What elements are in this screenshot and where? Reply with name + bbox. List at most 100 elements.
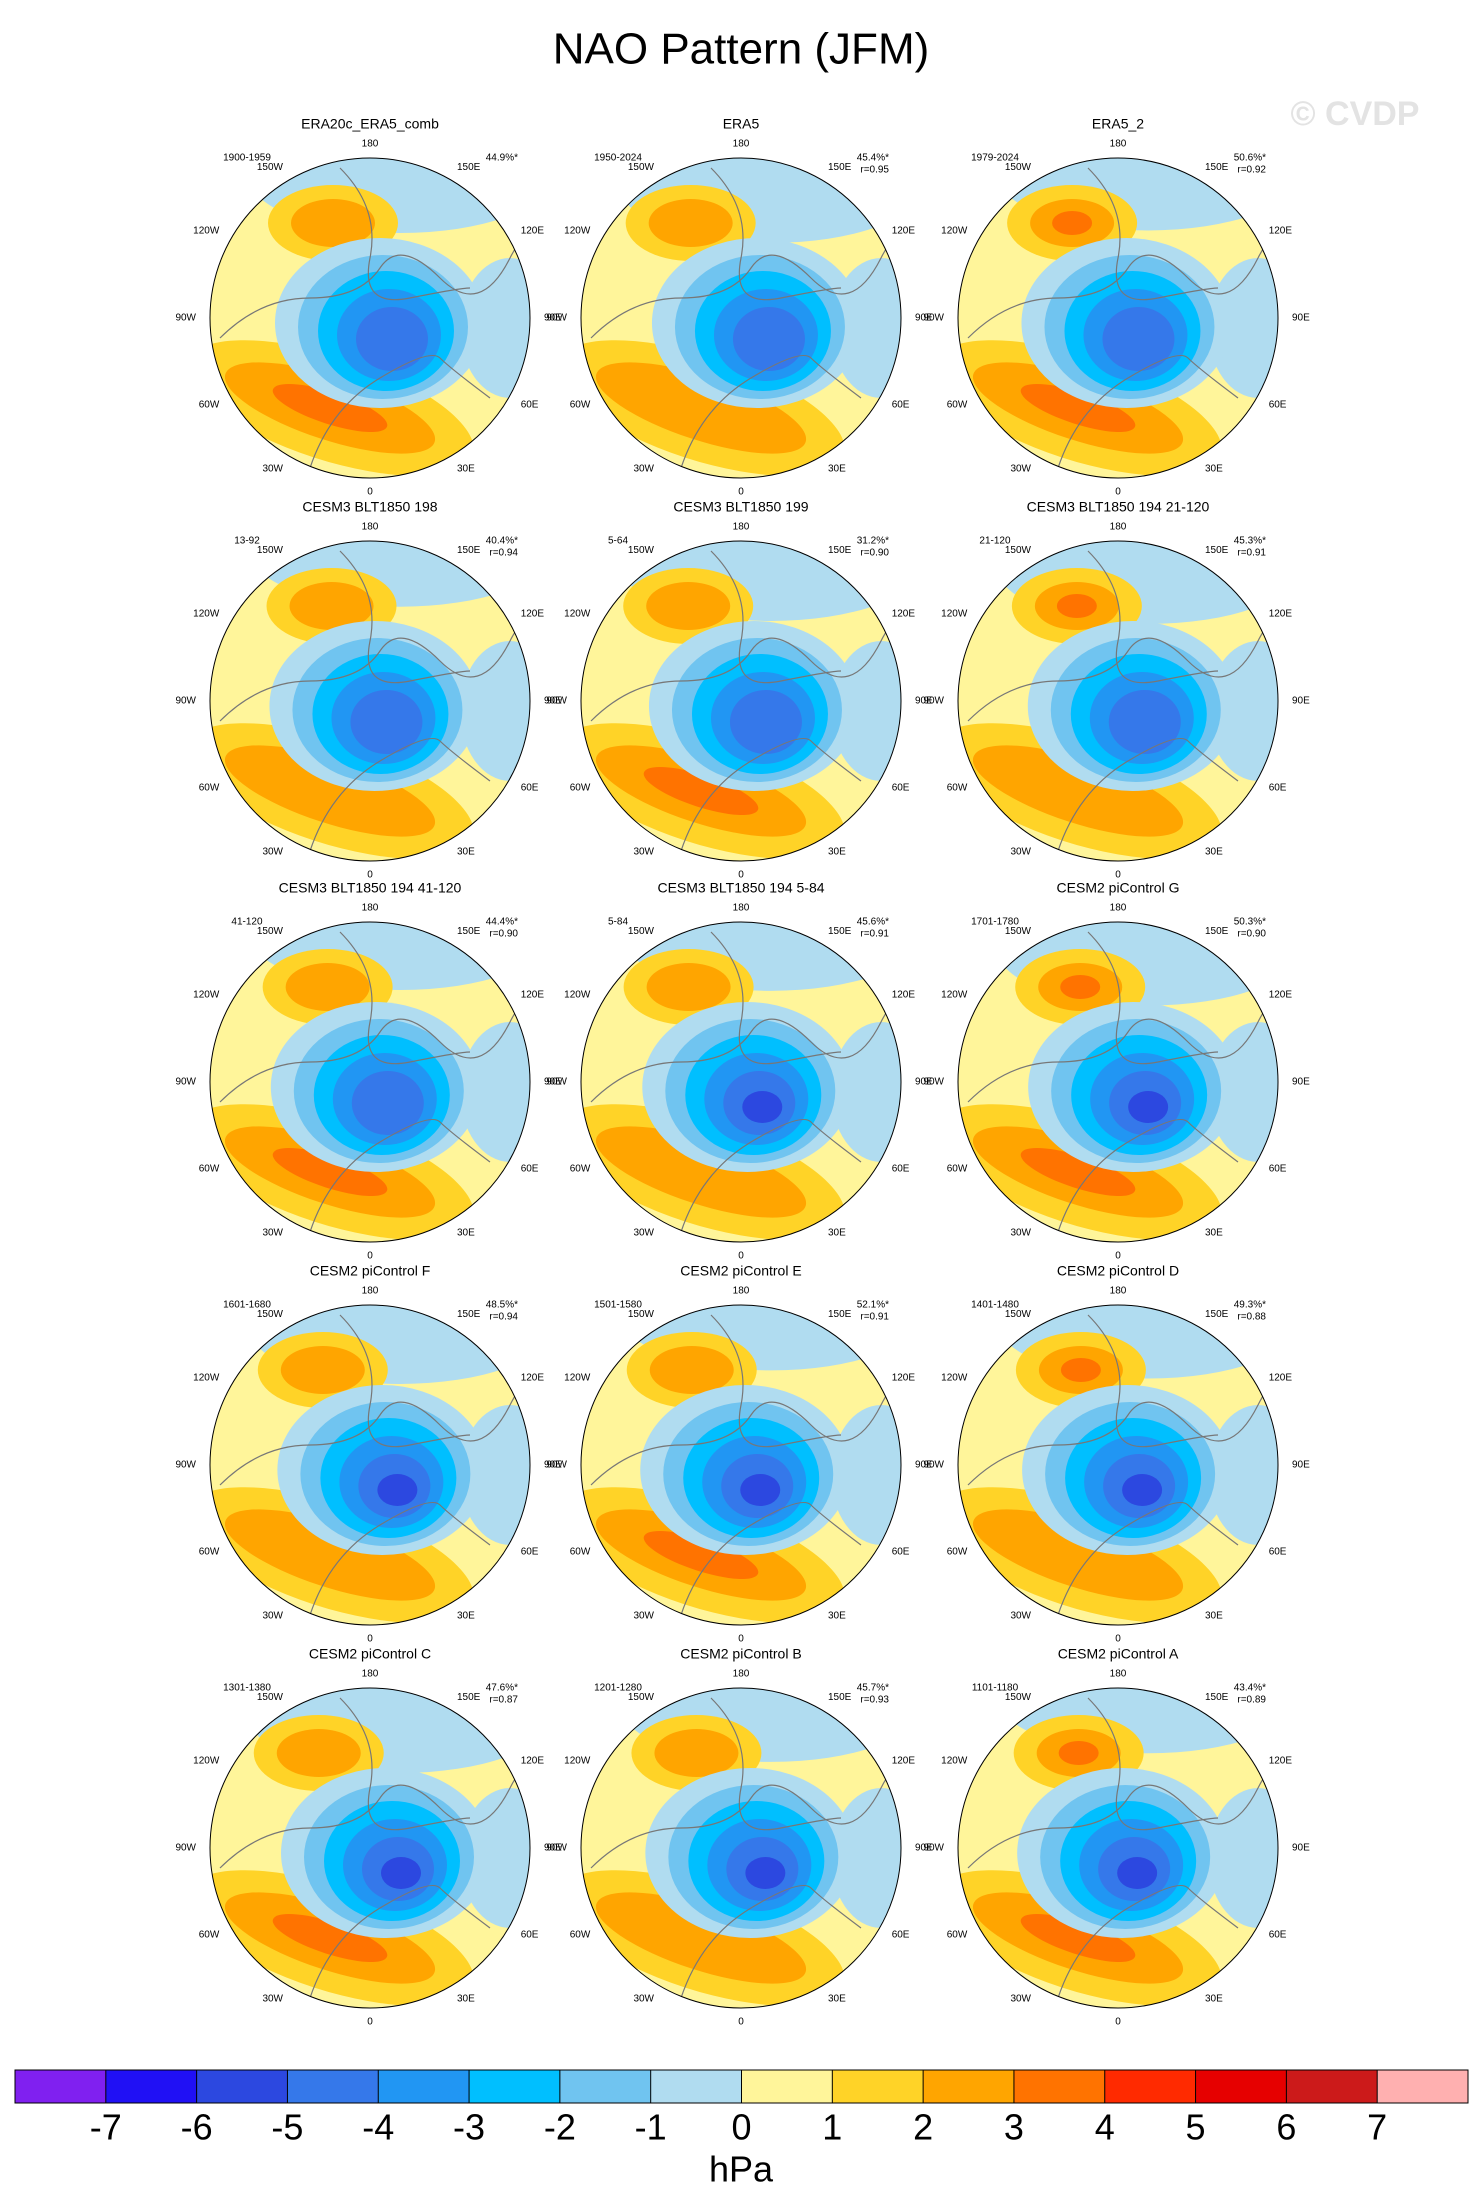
colorbar-box (650, 2070, 742, 2103)
atlantic-high (595, 1892, 807, 1984)
panel-title: CESM2 piControl B (680, 1646, 801, 1662)
east-band (460, 641, 530, 781)
longitude-label: 150W (1005, 1309, 1032, 1320)
atlantic-high (272, 384, 388, 432)
longitude-label: 120W (941, 990, 968, 1001)
longitude-label: 30W (262, 1610, 283, 1621)
panel-title: CESM2 piControl G (1057, 880, 1180, 896)
east-band (1208, 1022, 1278, 1162)
longitude-label: 60W (570, 783, 591, 794)
arctic-low (1128, 1091, 1169, 1123)
panel-title: CESM3 BLT1850 194 5-84 (657, 880, 824, 896)
longitude-label: 90W (923, 1843, 944, 1854)
colorbar-box (741, 2070, 833, 2103)
longitude-label: 30E (828, 1610, 846, 1621)
longitude-label: 180 (733, 139, 750, 150)
colorbar-box (1195, 2070, 1287, 2103)
colorbar-label: -1 (635, 2107, 667, 2148)
correlation: r=0.92 (1237, 165, 1266, 176)
longitude-label: 90E (915, 1843, 933, 1854)
longitude-label: 60W (947, 1164, 968, 1175)
longitude-label: 180 (733, 903, 750, 914)
arctic-low (740, 1474, 781, 1506)
correlation: r=0.91 (1237, 548, 1266, 559)
variance: 47.6%* (486, 1683, 518, 1694)
longitude-label: 120E (892, 609, 916, 620)
arctic-low (1108, 690, 1181, 754)
longitude-label: 30E (1205, 846, 1223, 857)
polar-map (958, 541, 1278, 861)
longitude-label: 90W (175, 1460, 196, 1471)
coastline (1057, 1501, 1239, 1616)
atlantic-high (972, 745, 1184, 837)
pacific-high (646, 963, 731, 1011)
coastline (1057, 737, 1239, 852)
east-band (831, 1405, 901, 1545)
east-band (831, 1788, 901, 1928)
longitude-label: 120W (193, 990, 220, 1001)
colorbar-box (1013, 2070, 1105, 2103)
panel-title: CESM3 BLT1850 199 (673, 499, 808, 515)
longitude-label: 30W (633, 463, 654, 474)
longitude-label: 150E (457, 545, 481, 556)
coastline (339, 550, 471, 684)
longitude-label: 180 (362, 522, 379, 533)
longitude-label: 30W (1010, 463, 1031, 474)
period: 1950-2024 (594, 153, 642, 164)
colorbar-label: 7 (1367, 2107, 1387, 2148)
variance: 40.4%* (486, 536, 518, 547)
colorbar-label: 4 (1095, 2107, 1115, 2148)
panel-title: CESM3 BLT1850 194 41-120 (279, 880, 462, 896)
variance: 45.7%* (857, 1683, 889, 1694)
longitude-label: 60W (947, 1930, 968, 1941)
colorbar-box (469, 2070, 560, 2103)
period: 13-92 (234, 536, 260, 547)
longitude-label: 150W (257, 545, 284, 556)
longitude-label: 180 (1110, 1286, 1127, 1297)
coastline (680, 737, 862, 852)
coastline (1057, 354, 1239, 469)
period: 1501-1580 (594, 1300, 642, 1311)
longitude-label: 0 (367, 1251, 373, 1262)
longitude-label: 120E (521, 1756, 545, 1767)
longitude-label: 180 (362, 139, 379, 150)
colorbar-label: 5 (1186, 2107, 1206, 2148)
longitude-label: 60W (199, 1930, 220, 1941)
east-band (1208, 641, 1278, 781)
coastline (1087, 1314, 1219, 1448)
coastline (339, 1697, 471, 1831)
longitude-label: 150W (628, 1309, 655, 1320)
longitude-label: 90E (1292, 696, 1310, 707)
longitude-label: 60W (199, 400, 220, 411)
map-border (209, 540, 531, 862)
pacific-high (648, 199, 733, 247)
longitude-label: 90E (544, 1843, 562, 1854)
longitude-label: 0 (738, 2017, 744, 2028)
longitude-label: 90W (546, 696, 567, 707)
panel-title: ERA5_2 (1092, 116, 1144, 132)
coastline (710, 1314, 842, 1448)
longitude-label: 90W (175, 313, 196, 324)
correlation: r=0.90 (489, 929, 518, 940)
period: 1101-1180 (972, 1683, 1019, 1694)
correlation: r=0.91 (860, 1312, 889, 1323)
longitude-label: 0 (1115, 1634, 1121, 1645)
longitude-label: 180 (1110, 139, 1127, 150)
longitude-label: 90E (915, 696, 933, 707)
coastline (680, 1501, 862, 1616)
polar-map (581, 158, 901, 478)
period: 21-120 (979, 536, 1011, 547)
arctic-low (1102, 307, 1175, 371)
east-band (460, 1788, 530, 1928)
colorbar-label: 1 (822, 2107, 842, 2148)
longitude-label: 60W (947, 783, 968, 794)
panel-title: CESM2 piControl D (1057, 1263, 1179, 1279)
pacific-high (289, 582, 374, 630)
coastline (309, 1884, 491, 1999)
panel-title: CESM2 piControl E (680, 1263, 801, 1279)
longitude-label: 30E (1205, 1227, 1223, 1238)
longitude-label: 180 (362, 1286, 379, 1297)
colorbar-box (1377, 2070, 1468, 2103)
coastline (680, 1884, 862, 1999)
colorbar-box (105, 2070, 197, 2103)
